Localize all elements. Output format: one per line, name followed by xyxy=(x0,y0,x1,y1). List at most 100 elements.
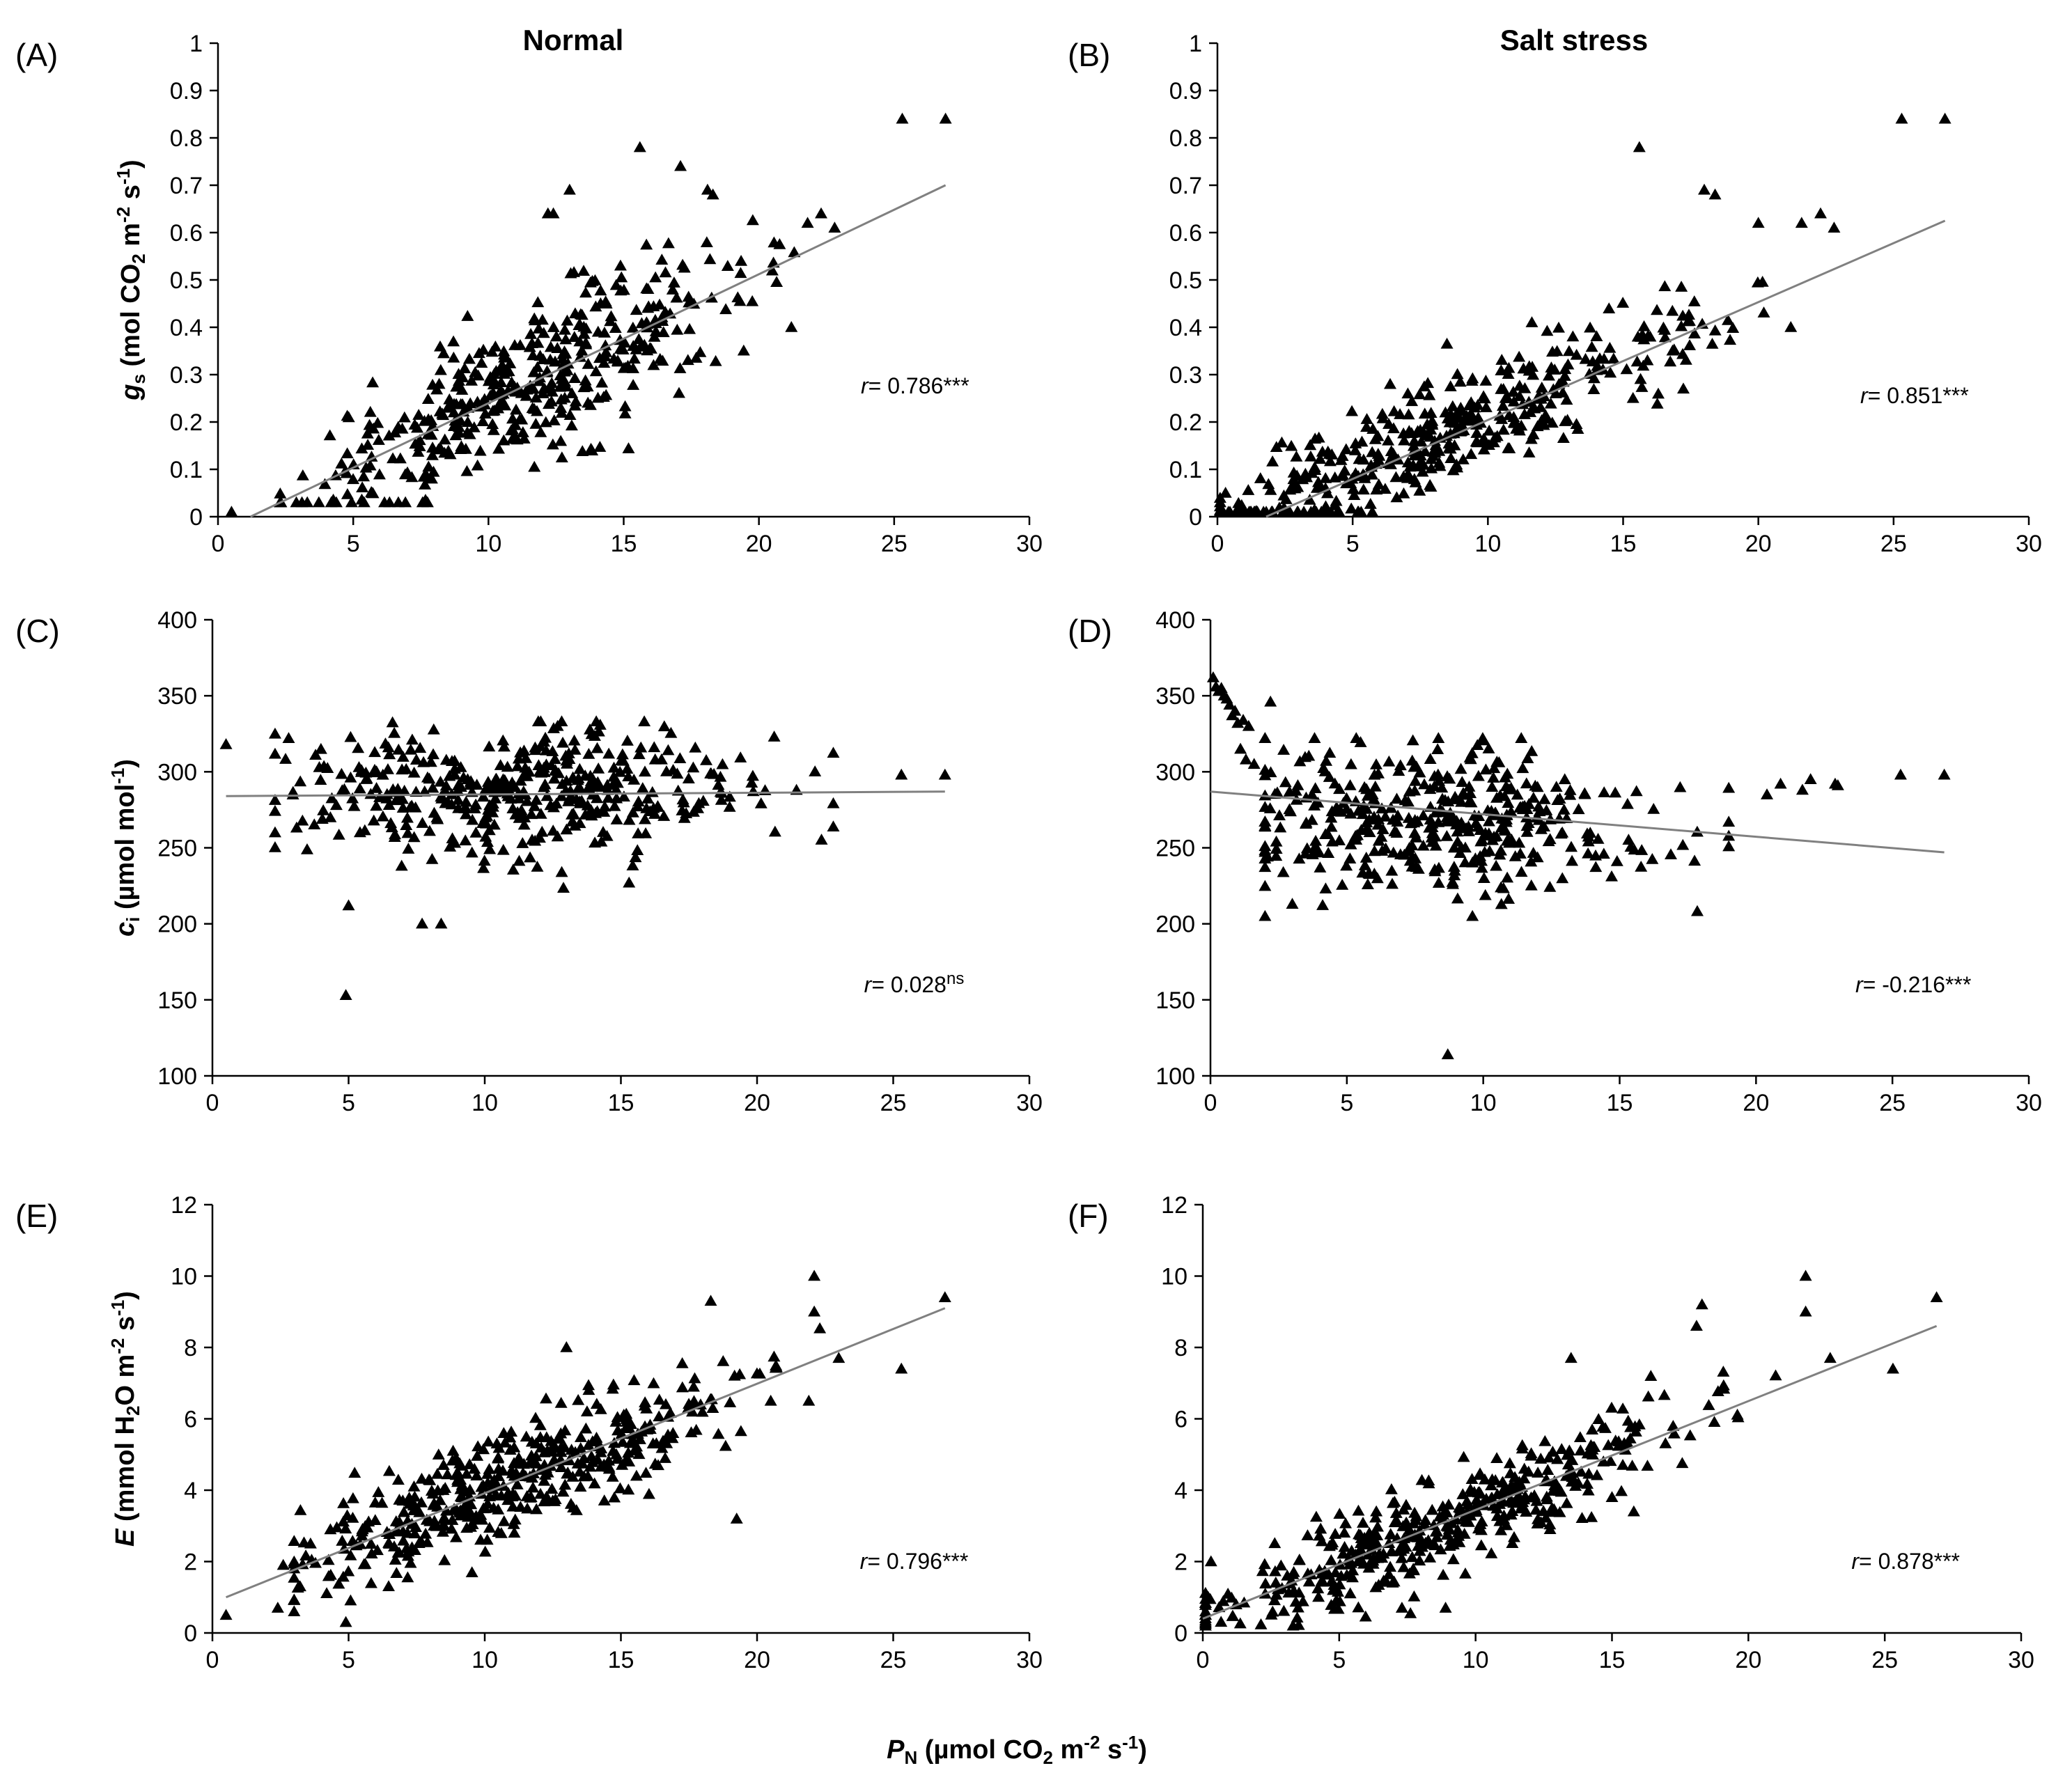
data-point xyxy=(1516,1442,1529,1454)
data-point xyxy=(1428,863,1442,875)
data-point xyxy=(676,804,689,815)
data-point xyxy=(745,776,758,788)
data-point xyxy=(419,478,432,490)
data-point xyxy=(1406,734,1419,746)
data-point xyxy=(1441,412,1454,424)
y-tick-label: 2 xyxy=(184,1549,197,1576)
data-point xyxy=(1524,406,1537,417)
data-point xyxy=(657,720,671,732)
data-point xyxy=(622,442,635,453)
data-point xyxy=(1333,1595,1346,1606)
data-point xyxy=(647,1377,660,1389)
data-point xyxy=(1352,506,1365,517)
data-point xyxy=(504,792,517,804)
data-point xyxy=(1310,481,1323,493)
data-point xyxy=(598,1458,611,1470)
data-point xyxy=(1225,1591,1238,1603)
data-point xyxy=(1527,847,1540,858)
y-tick-label: 0.3 xyxy=(170,362,203,389)
data-point xyxy=(1415,435,1428,447)
data-point xyxy=(455,1491,469,1503)
y-tick-label: 0.5 xyxy=(170,267,203,294)
data-point xyxy=(617,283,630,295)
y-tick-label: 150 xyxy=(157,987,197,1014)
correlation-label: r= 0.028ns xyxy=(864,969,965,997)
data-point xyxy=(489,341,502,352)
data-point xyxy=(628,1374,641,1386)
data-point xyxy=(1572,803,1585,815)
data-point xyxy=(470,1469,483,1481)
data-point xyxy=(424,756,437,767)
data-point xyxy=(1495,354,1509,365)
data-point xyxy=(490,772,503,784)
data-point xyxy=(348,799,361,811)
data-point xyxy=(664,726,678,738)
data-point xyxy=(568,734,581,746)
data-point xyxy=(219,738,233,749)
data-point xyxy=(1479,889,1492,900)
data-point xyxy=(1371,448,1385,459)
data-point xyxy=(336,784,349,795)
data-point xyxy=(1354,736,1367,747)
data-point xyxy=(480,817,493,829)
data-point xyxy=(708,767,721,779)
data-point xyxy=(386,716,399,728)
data-point xyxy=(709,354,722,366)
data-point xyxy=(653,352,667,364)
data-point xyxy=(1525,855,1538,867)
data-point xyxy=(437,1518,451,1530)
data-point xyxy=(573,795,586,806)
data-point xyxy=(1501,871,1514,883)
data-point xyxy=(1431,743,1444,754)
data-point xyxy=(345,496,358,508)
data-point xyxy=(554,435,568,446)
data-point xyxy=(327,493,340,505)
data-point xyxy=(1318,765,1332,776)
data-point xyxy=(488,1473,501,1485)
data-point xyxy=(462,401,475,413)
data-point xyxy=(299,1549,313,1561)
data-point xyxy=(486,386,499,398)
data-point xyxy=(638,765,651,777)
data-point xyxy=(517,432,531,444)
data-point xyxy=(471,459,484,471)
data-point xyxy=(1630,785,1643,797)
data-point xyxy=(1676,382,1690,394)
data-point xyxy=(1446,400,1459,412)
data-point xyxy=(410,753,423,765)
data-point xyxy=(520,1489,533,1501)
data-point xyxy=(460,802,473,813)
trend-line xyxy=(1202,1324,1938,1620)
data-point xyxy=(458,362,472,374)
data-point xyxy=(664,1407,677,1418)
data-point xyxy=(1442,1499,1456,1510)
data-point xyxy=(545,385,559,397)
x-tick-label: 5 xyxy=(342,1090,355,1116)
data-point xyxy=(577,327,591,339)
data-point xyxy=(657,810,671,821)
data-point xyxy=(1382,755,1396,767)
data-point xyxy=(1497,1512,1511,1524)
x-tick-label: 5 xyxy=(347,531,360,557)
data-point xyxy=(1417,839,1430,851)
data-point xyxy=(455,440,468,452)
data-point xyxy=(814,207,827,219)
data-point xyxy=(1263,802,1277,813)
data-point xyxy=(1234,742,1247,754)
data-point xyxy=(1497,423,1510,435)
data-point xyxy=(1352,1601,1365,1613)
data-point xyxy=(1502,441,1515,453)
data-point xyxy=(288,1535,301,1546)
data-point xyxy=(788,246,801,258)
data-point xyxy=(1466,909,1479,921)
data-point xyxy=(1458,856,1472,868)
data-point xyxy=(370,799,383,811)
data-point xyxy=(595,376,609,388)
data-point xyxy=(585,1450,598,1462)
data-point xyxy=(449,1531,462,1542)
data-point xyxy=(1513,390,1526,401)
data-point xyxy=(464,1520,477,1532)
data-point xyxy=(717,1354,730,1366)
data-point xyxy=(1474,1539,1488,1551)
data-point xyxy=(465,375,478,386)
